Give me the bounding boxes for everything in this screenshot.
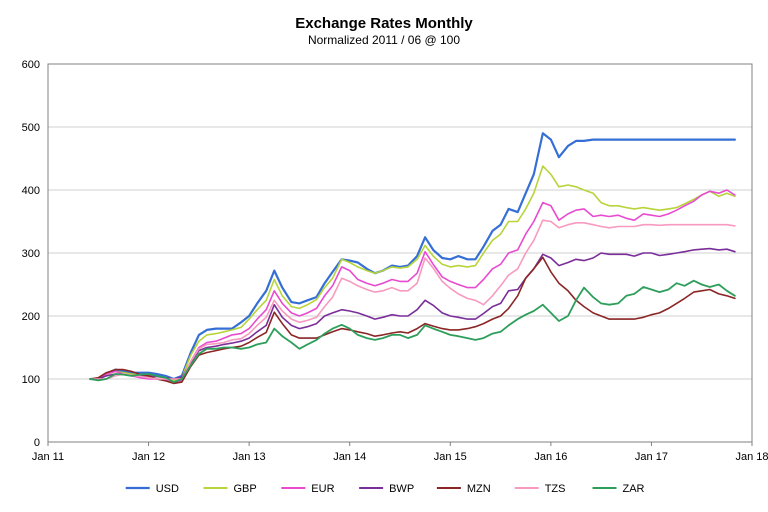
x-tick-label: Jan 12 [132,451,165,463]
y-tick-label: 300 [22,248,40,260]
x-tick-label: Jan 17 [635,451,668,463]
y-tick-label: 600 [22,59,40,71]
legend-label-tzs: TZS [545,483,566,495]
y-tick-label: 100 [22,374,40,386]
x-tick-label: Jan 11 [32,451,64,463]
y-tick-label: 400 [22,185,40,197]
legend-label-usd: USD [156,483,179,495]
exchange-rates-chart: Exchange Rates MonthlyNormalized 2011 / … [0,0,768,512]
y-tick-label: 500 [22,122,40,134]
y-tick-label: 200 [22,311,40,323]
x-tick-label: Jan 15 [434,451,467,463]
x-tick-label: Jan 16 [534,451,567,463]
legend-label-zar: ZAR [623,483,645,495]
legend-label-mzn: MZN [467,483,491,495]
chart-subtitle: Normalized 2011 / 06 @ 100 [308,33,460,47]
x-tick-label: Jan 13 [233,451,266,463]
x-tick-label: Jan 14 [333,451,366,463]
y-tick-label: 0 [34,437,40,449]
legend-label-eur: EUR [311,483,334,495]
legend-label-bwp: BWP [389,483,414,495]
legend-label-gbp: GBP [234,483,257,495]
x-tick-label: Jan 18 [735,451,768,463]
chart-title: Exchange Rates Monthly [295,15,473,32]
